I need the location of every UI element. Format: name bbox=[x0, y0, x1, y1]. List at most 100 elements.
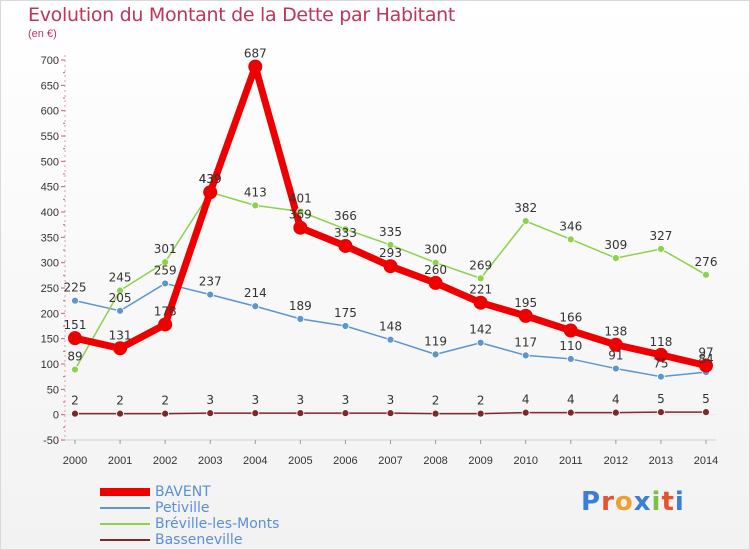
x-tick-label: 2008 bbox=[423, 455, 447, 467]
data-point bbox=[296, 207, 305, 216]
data-point bbox=[116, 286, 124, 295]
data-label: 151 bbox=[64, 318, 87, 332]
data-label: 293 bbox=[379, 246, 402, 260]
data-point bbox=[203, 185, 218, 200]
x-tick-label: 2011 bbox=[559, 455, 583, 467]
y-tick-label: 0 bbox=[53, 410, 59, 422]
data-label: 195 bbox=[514, 296, 537, 310]
data-point bbox=[699, 358, 713, 373]
x-tick-label: 2007 bbox=[378, 455, 402, 467]
data-point bbox=[611, 408, 620, 417]
data-label: 301 bbox=[154, 242, 177, 256]
data-point bbox=[296, 409, 305, 418]
data-point bbox=[113, 341, 128, 356]
data-point bbox=[251, 409, 260, 418]
data-point bbox=[657, 372, 665, 381]
data-label: 189 bbox=[289, 299, 312, 313]
x-tick-label: 2006 bbox=[333, 455, 357, 467]
data-label: 148 bbox=[379, 320, 402, 334]
series-labels: 2 2 2 3 3 3 3 3 2 2 4 4 4 5 52252052592372141891751481… bbox=[64, 47, 718, 408]
data-label: 346 bbox=[559, 219, 582, 233]
data-point bbox=[521, 408, 530, 417]
y-tick-label: 700 bbox=[41, 55, 59, 67]
data-label: 382 bbox=[514, 201, 537, 215]
data-label: 2 bbox=[432, 394, 440, 408]
data-point bbox=[71, 365, 79, 374]
data-label: 75 bbox=[653, 357, 668, 371]
y-tick-label: 150 bbox=[41, 334, 59, 346]
data-label: 300 bbox=[424, 243, 447, 257]
logo-letter: x bbox=[633, 487, 652, 517]
x-tick-label: 2000 bbox=[63, 455, 87, 467]
data-label: 260 bbox=[424, 263, 447, 277]
data-label: 221 bbox=[469, 283, 492, 297]
data-label: 2 bbox=[161, 394, 169, 408]
data-point bbox=[341, 322, 350, 330]
data-label: 245 bbox=[109, 271, 132, 285]
data-label: 110 bbox=[559, 339, 582, 353]
data-label: 138 bbox=[604, 325, 627, 339]
data-label: 97 bbox=[698, 346, 713, 360]
data-label: 89 bbox=[67, 350, 82, 364]
data-label: 687 bbox=[244, 47, 267, 61]
data-point bbox=[431, 258, 440, 267]
y-tick-label: 500 bbox=[41, 156, 59, 168]
data-label: 214 bbox=[244, 286, 267, 300]
data-point bbox=[521, 351, 530, 360]
proxiti-logo: Proxiti bbox=[581, 487, 685, 517]
y-tick-label: 250 bbox=[41, 283, 59, 295]
data-point bbox=[158, 317, 173, 332]
data-label: 413 bbox=[244, 185, 267, 199]
data-point bbox=[248, 59, 263, 74]
data-point bbox=[702, 408, 710, 417]
data-label: 3 bbox=[387, 393, 395, 407]
data-label: 3 bbox=[342, 393, 350, 407]
data-label: 439 bbox=[199, 172, 222, 186]
data-point bbox=[251, 302, 260, 311]
data-point bbox=[341, 409, 350, 418]
data-label: 178 bbox=[154, 304, 177, 318]
data-label: 309 bbox=[604, 238, 627, 252]
legend-swatch bbox=[100, 507, 150, 509]
legend-item: Bréville-les-Monts bbox=[100, 516, 360, 532]
data-point bbox=[653, 347, 668, 362]
data-label: 205 bbox=[109, 291, 132, 305]
legend-swatch bbox=[100, 539, 150, 541]
x-tick-label: 2003 bbox=[198, 455, 222, 467]
data-point bbox=[71, 296, 79, 305]
data-label: 4 bbox=[522, 393, 530, 407]
x-tick-label: 2001 bbox=[108, 455, 132, 467]
x-tick-label: 2014 bbox=[694, 455, 718, 467]
data-label: 131 bbox=[109, 328, 132, 342]
data-label: 335 bbox=[379, 225, 402, 239]
data-point bbox=[386, 241, 395, 249]
data-label: 225 bbox=[64, 281, 87, 295]
data-label: 142 bbox=[469, 323, 492, 337]
y-tick-label: 550 bbox=[41, 131, 59, 143]
data-point bbox=[161, 258, 170, 267]
logo-letter: P bbox=[581, 487, 602, 517]
data-point bbox=[161, 279, 170, 288]
data-point bbox=[206, 290, 215, 299]
data-point bbox=[476, 409, 485, 418]
chart-title: Evolution du Montant de la Dette par Hab… bbox=[28, 4, 456, 26]
data-label: 2 bbox=[116, 394, 124, 408]
unit-label: (en €) bbox=[28, 28, 57, 40]
y-tick-label: 100 bbox=[41, 359, 59, 371]
logo-letter: i bbox=[651, 487, 662, 517]
logo-letter: r bbox=[601, 487, 615, 517]
data-label: 5 bbox=[702, 392, 710, 406]
data-label: 91 bbox=[608, 349, 623, 363]
data-point bbox=[431, 350, 440, 359]
x-tick-label: 2012 bbox=[604, 455, 628, 467]
data-label: 3 bbox=[206, 393, 214, 407]
data-point bbox=[521, 217, 530, 226]
x-tick-label: 2002 bbox=[153, 455, 177, 467]
legend-item: BAVENT bbox=[100, 484, 360, 500]
x-tick-label: 2013 bbox=[649, 455, 673, 467]
data-point bbox=[608, 337, 623, 352]
y-tick-label: 350 bbox=[41, 232, 59, 244]
data-label: 439 bbox=[199, 172, 222, 186]
